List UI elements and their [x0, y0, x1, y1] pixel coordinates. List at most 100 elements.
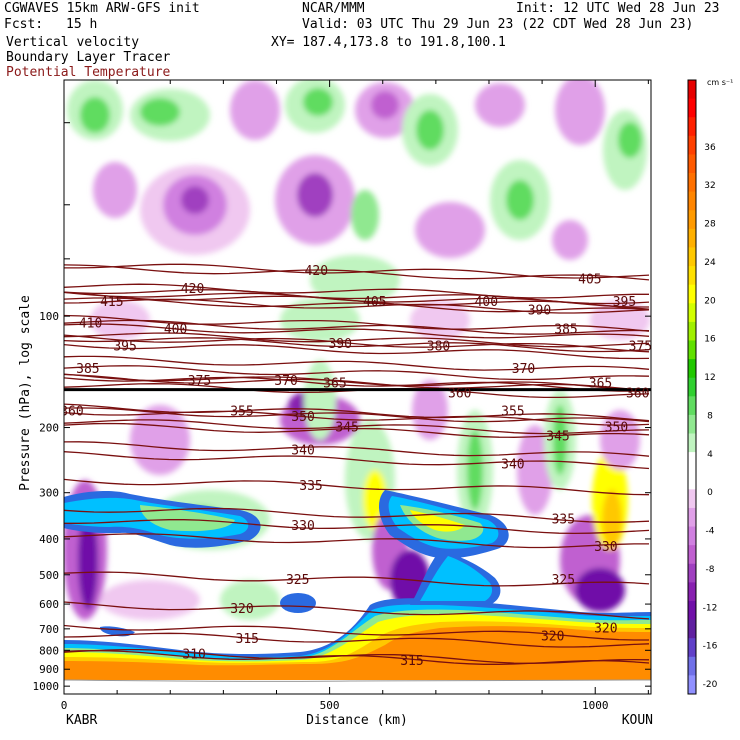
colorbar-segment	[688, 154, 696, 174]
theta-isentrope-370	[64, 355, 650, 371]
x-tick-label: 500	[320, 699, 340, 712]
x-axis-label: Distance (km)	[306, 713, 408, 728]
colorbar-label: 28	[704, 220, 716, 230]
colorbar-segment	[688, 396, 696, 416]
theta-label: 420	[305, 264, 328, 279]
theta-isentrope-320	[64, 601, 650, 620]
theta-isentrope-330	[64, 533, 649, 549]
center-label: NCAR/MMM	[302, 1, 365, 16]
theta-label: 405	[363, 295, 386, 310]
theta-isentrope-320	[64, 624, 649, 641]
colorbar-label: 8	[707, 412, 713, 422]
colorbar-segment	[688, 377, 696, 397]
colorbar-segment	[688, 98, 696, 118]
theta-label: 325	[286, 573, 309, 588]
colorbar-label: -4	[706, 527, 715, 537]
theta-label: 330	[291, 519, 314, 534]
colorbar-label: -20	[703, 680, 718, 690]
theta-isentropes	[64, 263, 650, 665]
theta-label: 380	[427, 339, 450, 354]
theta-label: 340	[501, 457, 524, 472]
y-tick-label: 100	[39, 310, 59, 323]
theta-isentrope-315	[64, 649, 650, 665]
colorbar-segment	[688, 433, 696, 453]
theta-label: 400	[164, 323, 187, 338]
theta-label: 420	[181, 282, 204, 297]
theta-isentrope-375	[64, 373, 650, 392]
colorbar-segment	[688, 414, 696, 434]
theta-isentrope-345	[64, 419, 650, 435]
colorbar-label: -12	[703, 603, 718, 613]
field-vertical-velocity: Vertical velocity	[6, 35, 140, 50]
theta-label: 370	[274, 374, 297, 389]
theta-isentrope-380	[64, 337, 650, 353]
theta-label: 375	[188, 374, 211, 389]
theta-isentrope-420	[64, 283, 649, 299]
x-tick-label: 1000	[582, 699, 609, 712]
terrain	[64, 679, 651, 694]
theta-label: 315	[236, 632, 259, 647]
theta-isentrope-400	[64, 323, 650, 339]
colorbar-label: 32	[704, 181, 715, 191]
theta-label: 390	[328, 337, 351, 352]
y-tick-label: 200	[39, 422, 59, 435]
colorbar-segment	[688, 340, 696, 360]
theta-isentrope-340	[64, 441, 650, 457]
colorbar-label: 16	[704, 335, 716, 345]
colorbar-segment	[688, 228, 696, 248]
colorbar-label: 0	[707, 488, 713, 498]
theta-label: 400	[475, 295, 498, 310]
theta-isentrope-415	[64, 297, 650, 313]
theta-isentrope-315	[64, 632, 650, 648]
theta-isentrope-405	[64, 264, 650, 281]
theta-label: 315	[400, 654, 423, 669]
colorbar-segment	[688, 303, 696, 323]
theta-label: 320	[541, 629, 564, 644]
fcst-label: Fcst:	[4, 17, 44, 32]
theta-label: 375	[629, 339, 652, 354]
theta-label: 410	[79, 316, 102, 331]
xy-endpoints: XY= 187.4,173.8 to 191.8,100.1	[271, 35, 506, 50]
theta-isentrope-385	[64, 314, 650, 332]
y-tick-label: 700	[39, 623, 59, 636]
colorbar-segment	[688, 563, 696, 583]
colorbar-segment	[688, 321, 696, 341]
y-tick-label: 1000	[33, 680, 60, 693]
theta-label: 335	[299, 479, 322, 494]
colorbar-segment	[688, 545, 696, 565]
theta-label: 350	[291, 410, 314, 425]
y-tick-label: 800	[39, 644, 59, 657]
theta-label: 385	[554, 323, 577, 338]
theta-label: 345	[335, 421, 358, 436]
theta-isentrope-350	[64, 410, 650, 426]
y-tick-label: 600	[39, 598, 59, 611]
colorbar-segment	[688, 656, 696, 676]
colorbar-segment	[688, 452, 696, 472]
theta-label: 320	[230, 602, 253, 617]
theta-label: 350	[605, 421, 628, 436]
theta-isentrope-340	[64, 451, 650, 470]
theta-isentrope-385	[64, 365, 650, 381]
theta-label: 365	[589, 376, 612, 391]
colorbar-segment	[688, 135, 696, 155]
colorbar-segment	[688, 600, 696, 620]
colorbar-segment	[688, 284, 696, 304]
y-tick-label: 500	[39, 569, 59, 582]
colorbar-label: 24	[704, 258, 716, 268]
colorbar-segment	[688, 80, 696, 100]
colorbar-label: 20	[704, 296, 716, 306]
colorbar-label: 4	[707, 450, 713, 460]
theta-isentrope-365	[64, 376, 650, 392]
fcst-value: 15 h	[66, 17, 98, 32]
theta-label: 325	[552, 573, 575, 588]
valid-time: Valid: 03 UTC Thu 29 Jun 23 (22 CDT Wed …	[302, 17, 694, 32]
colorbar-frame	[687, 79, 697, 695]
theta-label: 335	[552, 512, 575, 527]
colorbar-segment	[688, 619, 696, 639]
colorbar-segment	[688, 638, 696, 658]
colorbar-segment	[688, 470, 696, 490]
theta-isentrope-395	[64, 343, 650, 360]
